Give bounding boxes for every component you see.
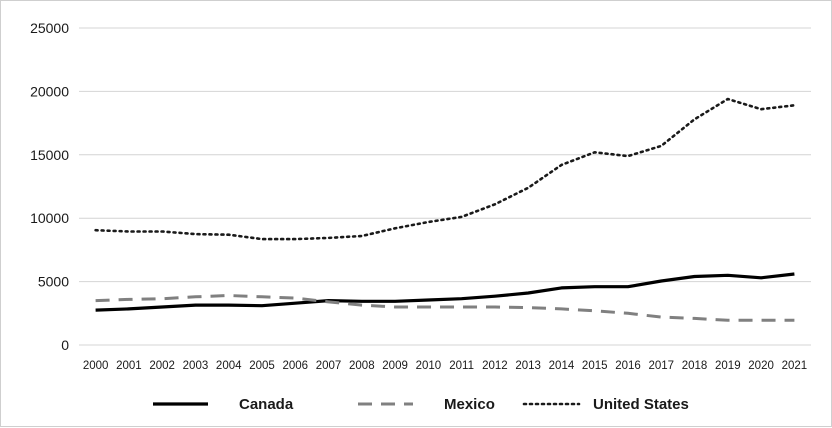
series-line-canada <box>95 272 795 312</box>
x-tick-label: 2006 <box>282 360 308 372</box>
x-tick-label: 2003 <box>183 360 209 372</box>
x-tick-label: 2012 <box>482 360 508 372</box>
x-tick-label: 2009 <box>382 360 408 372</box>
x-tick-label: 2015 <box>582 360 608 372</box>
x-tick-label: 2007 <box>316 360 342 372</box>
x-tick-label: 2000 <box>83 360 109 372</box>
x-tick-label: 2005 <box>249 360 275 372</box>
y-tick-label: 15000 <box>30 147 69 163</box>
y-tick-label: 10000 <box>30 210 69 226</box>
x-tick-label: 2019 <box>715 360 741 372</box>
x-axis-ticks: 2000 2001 2002 2003 2004 2005 2006 2007 2008 2009… <box>83 360 807 372</box>
x-tick-label: 2008 <box>349 360 375 372</box>
y-tick-label: 25000 <box>30 20 69 36</box>
y-tick-label: 5000 <box>38 274 69 290</box>
legend-label: Mexico <box>444 396 495 413</box>
x-tick-label: 2018 <box>682 360 708 372</box>
x-tick-label: 2017 <box>648 360 674 372</box>
y-tick-label: 20000 <box>30 83 69 99</box>
legend-label: United States <box>593 396 689 413</box>
legend: Canada Mexico United States <box>153 396 689 413</box>
y-axis-ticks: 0 5000 10000 15000 20000 25000 <box>30 20 69 353</box>
x-tick-label: 2002 <box>149 360 175 372</box>
series-lines <box>94 97 796 322</box>
x-tick-label: 2013 <box>515 360 541 372</box>
x-tick-label: 2001 <box>116 360 142 372</box>
x-tick-label: 2016 <box>615 360 641 372</box>
y-tick-label: 0 <box>61 337 69 353</box>
gridlines <box>79 27 811 346</box>
series-line-mexico <box>95 294 795 322</box>
x-tick-label: 2021 <box>782 360 808 372</box>
legend-label: Canada <box>239 396 294 413</box>
x-tick-label: 2011 <box>449 360 474 372</box>
x-tick-label: 2020 <box>748 360 774 372</box>
x-tick-label: 2014 <box>549 360 575 372</box>
series-line-united-states <box>94 97 796 241</box>
x-tick-label: 2010 <box>416 360 442 372</box>
x-tick-label: 2004 <box>216 360 242 372</box>
